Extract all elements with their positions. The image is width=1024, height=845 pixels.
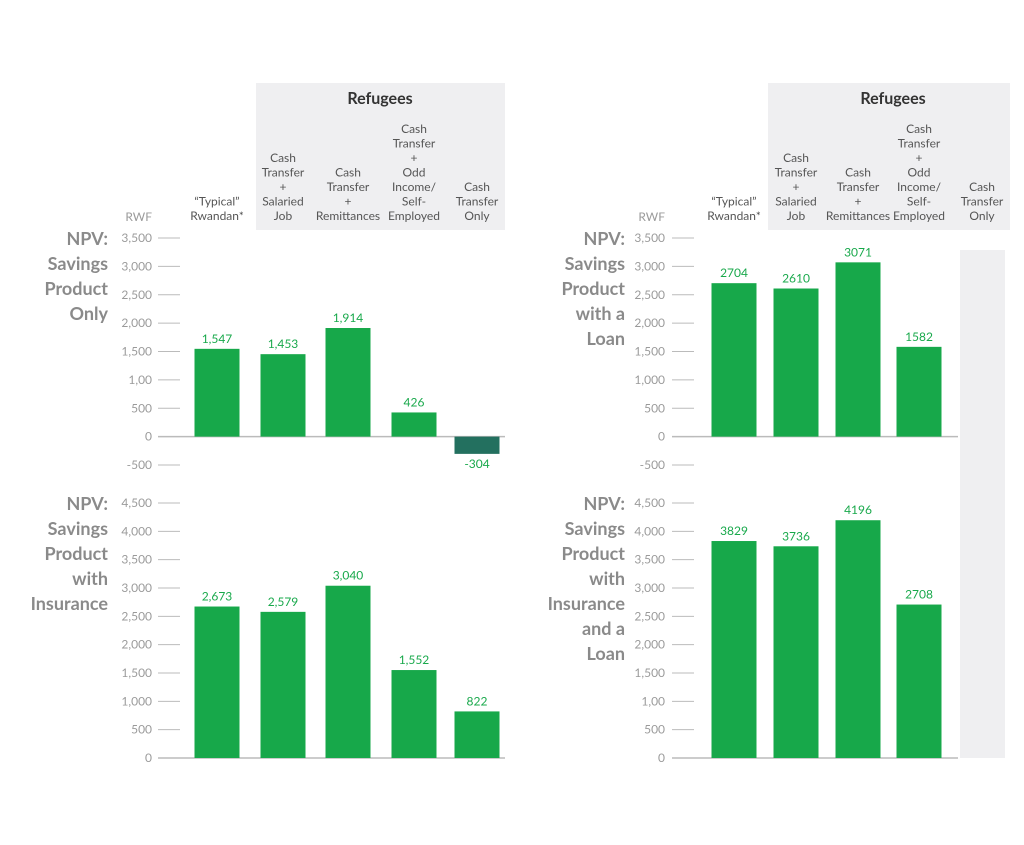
y-tick-label: 4,500 bbox=[121, 495, 152, 510]
bar bbox=[260, 354, 306, 437]
y-tick-label: 2,000 bbox=[121, 315, 152, 330]
header-panel bbox=[768, 83, 1010, 230]
bar bbox=[391, 412, 437, 437]
value-label: 822 bbox=[467, 693, 488, 708]
category-label: Cash Transfer + Remittances bbox=[826, 165, 890, 224]
y-tick-label: 4,000 bbox=[634, 523, 665, 538]
category-label: Cash Transfer Only bbox=[456, 179, 499, 223]
value-label: 1,547 bbox=[202, 331, 233, 346]
y-tick-label: 0 bbox=[145, 750, 152, 765]
y-tick-label: -500 bbox=[640, 457, 665, 472]
value-label: 3736 bbox=[782, 528, 810, 543]
category-label: Cash Transfer + Salaried Job bbox=[775, 150, 818, 223]
bar bbox=[325, 328, 371, 437]
bar bbox=[773, 546, 819, 758]
y-tick-label: 3,000 bbox=[121, 580, 152, 595]
category-label: Cash Transfer + Salaried Job bbox=[262, 150, 305, 223]
y-tick-label: 0 bbox=[658, 750, 665, 765]
y-tick-label: 3,000 bbox=[634, 258, 665, 273]
na-panel bbox=[960, 250, 1005, 758]
y-tick-label: 3,000 bbox=[121, 258, 152, 273]
y-tick-label: 4,500 bbox=[634, 495, 665, 510]
y-tick-label: 3,500 bbox=[121, 552, 152, 567]
value-label: -304 bbox=[464, 456, 489, 471]
y-tick-label: 1,00 bbox=[641, 693, 665, 708]
bar bbox=[896, 346, 942, 437]
bar bbox=[711, 283, 757, 437]
y-tick-label: 2,000 bbox=[634, 315, 665, 330]
y-tick-label: 1,500 bbox=[121, 344, 152, 359]
category-label: Cash Transfer + Odd Income/Self-Employed bbox=[388, 121, 440, 223]
y-tick-label: 1,500 bbox=[634, 665, 665, 680]
category-label: “Typical” Rwandan* bbox=[707, 194, 761, 224]
value-label: 3,040 bbox=[333, 568, 364, 583]
y-tick-label: 3,500 bbox=[634, 552, 665, 567]
bar bbox=[454, 711, 500, 758]
y-tick-label: -500 bbox=[127, 457, 152, 472]
y-unit: RWF bbox=[638, 209, 665, 224]
value-label: 1,552 bbox=[399, 652, 430, 667]
y-tick-label: 1,500 bbox=[121, 665, 152, 680]
value-label: 2704 bbox=[720, 265, 748, 280]
y-tick-label: 0 bbox=[658, 429, 665, 444]
value-label: 1582 bbox=[905, 329, 933, 344]
y-tick-label: 1,500 bbox=[634, 344, 665, 359]
y-tick-label: 2,000 bbox=[121, 637, 152, 652]
value-label: 2610 bbox=[782, 271, 810, 286]
y-tick-label: 2,500 bbox=[121, 287, 152, 302]
value-label: 1,453 bbox=[268, 336, 299, 351]
bar bbox=[325, 585, 371, 758]
value-label: 426 bbox=[404, 394, 425, 409]
value-label: 4196 bbox=[844, 502, 872, 517]
bar bbox=[835, 520, 881, 758]
y-tick-label: 4,000 bbox=[121, 523, 152, 538]
y-tick-label: 2,500 bbox=[634, 608, 665, 623]
category-label: Cash Transfer + Odd Income/Self-Employed bbox=[893, 121, 945, 223]
bar bbox=[711, 541, 757, 758]
chart-title: NPV: Savings Product Only bbox=[44, 227, 108, 324]
bar bbox=[896, 604, 942, 758]
bar bbox=[454, 436, 500, 454]
value-label: 2708 bbox=[905, 587, 933, 602]
y-tick-label: 3,000 bbox=[634, 580, 665, 595]
bar bbox=[194, 348, 240, 437]
y-tick-label: 2,000 bbox=[634, 637, 665, 652]
category-label: “Typical” Rwandan* bbox=[190, 194, 244, 224]
bar bbox=[260, 611, 306, 758]
category-label: Cash Transfer Only bbox=[961, 179, 1004, 223]
category-label: Cash Transfer + Remittances bbox=[316, 165, 380, 224]
group-label: Refugees bbox=[347, 89, 412, 108]
y-tick-label: 1,00 bbox=[128, 372, 152, 387]
value-label: 2,673 bbox=[202, 589, 233, 604]
bar bbox=[773, 288, 819, 437]
y-tick-label: 0 bbox=[145, 429, 152, 444]
y-tick-label: 500 bbox=[131, 400, 152, 415]
value-label: 3071 bbox=[844, 244, 872, 259]
y-tick-label: 500 bbox=[644, 400, 665, 415]
value-label: 1,914 bbox=[333, 310, 364, 325]
y-unit: RWF bbox=[125, 209, 152, 224]
y-tick-label: 1,000 bbox=[634, 372, 665, 387]
y-tick-label: 3,500 bbox=[121, 230, 152, 245]
y-tick-label: 2,500 bbox=[634, 287, 665, 302]
bar bbox=[391, 670, 437, 758]
header-panel bbox=[256, 83, 505, 230]
group-label: Refugees bbox=[860, 89, 925, 108]
value-label: 3829 bbox=[720, 523, 748, 538]
y-tick-label: 2,500 bbox=[121, 608, 152, 623]
y-tick-label: 3,500 bbox=[634, 230, 665, 245]
chart-title: NPV: Savings Product with Insurance bbox=[31, 492, 109, 614]
bar bbox=[194, 606, 240, 758]
y-tick-label: 500 bbox=[644, 722, 665, 737]
chart-title: NPV: Savings Product with a Loan bbox=[561, 227, 625, 349]
y-tick-label: 500 bbox=[131, 722, 152, 737]
chart-title: NPV: Savings Product with Insurance and a Loan bbox=[548, 492, 626, 664]
value-label: 2,579 bbox=[268, 594, 299, 609]
bar bbox=[835, 262, 881, 437]
y-tick-label: 1,000 bbox=[121, 693, 152, 708]
